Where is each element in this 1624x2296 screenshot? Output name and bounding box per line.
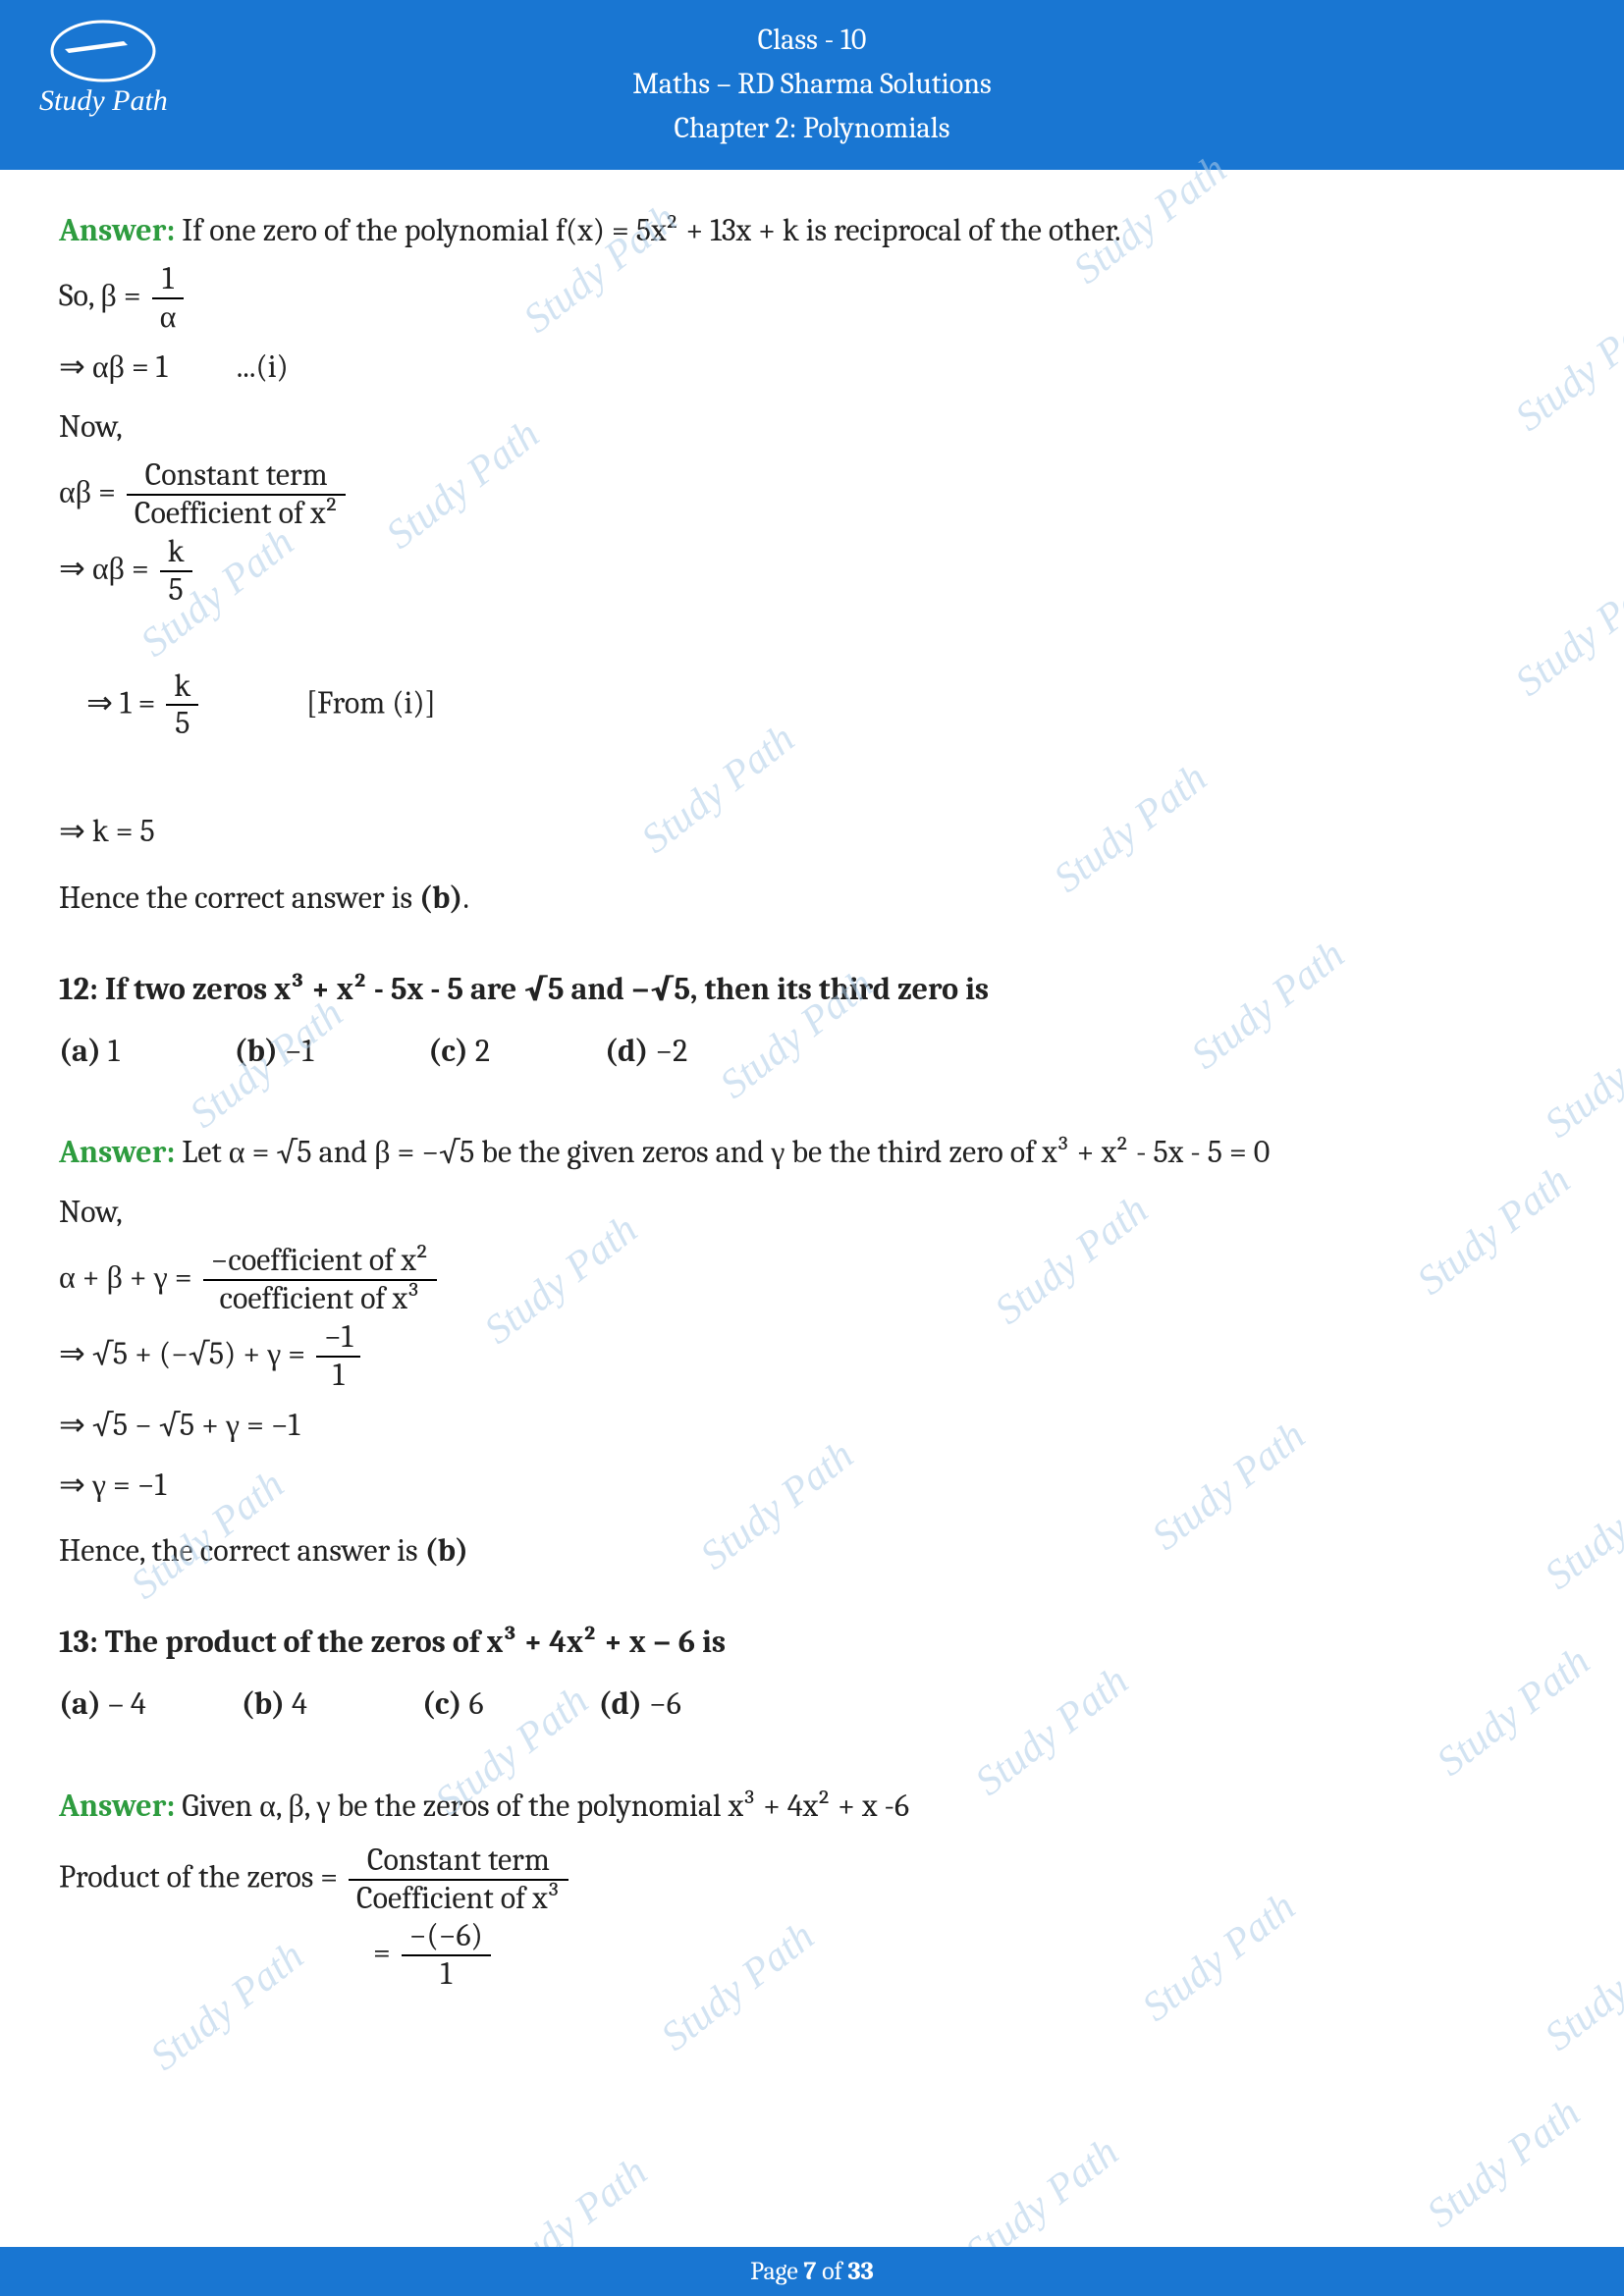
q13-answer-intro: Answer: Given α, β, γ be the zeros of th…: [59, 1777, 1565, 1835]
footer-prefix: Page: [750, 2257, 803, 2286]
fraction: −(−6)1: [402, 1918, 491, 1993]
q11-line4: ⇒ αβ = k5: [59, 534, 1565, 609]
numerator: k: [160, 534, 192, 570]
option-a-label: (a): [59, 1033, 101, 1069]
logo: Study Path: [29, 14, 177, 134]
text: =: [373, 1935, 398, 1971]
q12-answer-intro: Answer: Let α = √5 and β = −√5 be the gi…: [59, 1123, 1565, 1181]
text: Given α, β, γ be the zeros of the polyno…: [175, 1788, 909, 1824]
q12-line4: ⇒ γ = −1: [59, 1456, 1565, 1514]
text: If one zero of the polynomial f(x) = 5x²…: [175, 212, 1120, 248]
numerator: −1: [316, 1319, 360, 1356]
footer-total-pages: 33: [847, 2257, 873, 2286]
q12-now: Now,: [59, 1183, 1565, 1241]
text: .: [462, 880, 469, 916]
text-bold: (b): [419, 880, 462, 916]
page-content: Answer: If one zero of the polynomial f(…: [0, 170, 1624, 1993]
fraction: Constant termCoefficient of x³: [349, 1842, 568, 1917]
numerator: −(−6): [402, 1918, 491, 1954]
fraction: 1α: [152, 261, 185, 336]
answer-label: Answer:: [59, 1788, 175, 1824]
text: ⇒ 1 =: [86, 684, 162, 721]
q11-line3: αβ = Constant termCoefficient of x²: [59, 457, 1565, 532]
q11-conclusion: Hence the correct answer is (b).: [59, 869, 1565, 927]
fraction: Constant termCoefficient of x²: [127, 457, 347, 532]
header-class: Class - 10: [0, 18, 1624, 62]
option-b: −1: [278, 1033, 313, 1069]
option-b-label: (b): [235, 1033, 278, 1069]
text: [From (i)]: [202, 684, 436, 721]
footer-current-page: 7: [804, 2257, 817, 2286]
option-d-label: (d): [599, 1685, 642, 1722]
text: ⇒ αβ =: [59, 550, 156, 586]
header-subject: Maths – RD Sharma Solutions: [0, 62, 1624, 106]
q13-question: 13: The product of the zeros of x³ + 4x²…: [59, 1613, 1565, 1671]
text: Hence, the correct answer is: [59, 1532, 425, 1569]
option-d: −6: [642, 1685, 681, 1722]
text-bold: (b): [425, 1532, 468, 1569]
option-c: 6: [461, 1685, 483, 1722]
denominator: α: [152, 297, 185, 336]
option-c: 2: [468, 1033, 490, 1069]
q11-line5: ⇒ 1 = k5 [From (i)]: [59, 610, 1565, 800]
text: Product of the zeros =: [59, 1858, 345, 1895]
text: αβ =: [59, 473, 123, 509]
q13-options: (a) – 4 (b) 4 (c) 6 (d) −6: [59, 1675, 1565, 1733]
denominator: 1: [316, 1356, 360, 1394]
svg-text:Study Path: Study Path: [39, 84, 168, 117]
watermark: Study Path: [1419, 2090, 1590, 2238]
fraction: −11: [316, 1319, 360, 1394]
option-d-label: (d): [605, 1033, 648, 1069]
option-b: 4: [285, 1685, 307, 1722]
option-b-label: (b): [242, 1685, 285, 1722]
numerator: k: [166, 668, 198, 705]
option-d: −2: [648, 1033, 687, 1069]
text: ⇒ √5 + (−√5) + γ =: [59, 1335, 312, 1371]
text: Let α = √5 and β = −√5 be the given zero…: [175, 1134, 1270, 1170]
q12-line1: α + β + γ = −coefficient of x²coefficien…: [59, 1243, 1565, 1317]
fraction: k5: [160, 534, 192, 609]
question-text: 12: If two zeros x³ + x² - 5x - 5 are √5…: [59, 971, 989, 1007]
q13-line2: = −(−6)1: [59, 1918, 1565, 1993]
q12-line2: ⇒ √5 + (−√5) + γ = −11: [59, 1319, 1565, 1394]
question-text: 13: The product of the zeros of x³ + 4x²…: [59, 1624, 726, 1660]
fraction: −coefficient of x²coefficient of x³: [203, 1243, 437, 1317]
page-header: Study Path Class - 10 Maths – RD Sharma …: [0, 0, 1624, 170]
option-c-label: (c): [428, 1033, 468, 1069]
numerator: −coefficient of x²: [203, 1243, 437, 1279]
fraction: k5: [166, 668, 198, 743]
answer-label: Answer:: [59, 1134, 175, 1170]
denominator: Coefficient of x³: [349, 1879, 568, 1917]
text: So, β =: [59, 277, 148, 313]
numerator: Constant term: [349, 1842, 568, 1879]
denominator: 1: [402, 1954, 491, 1993]
denominator: 5: [160, 570, 192, 609]
option-a: 1: [101, 1033, 120, 1069]
answer-label: Answer:: [59, 212, 175, 248]
footer-middle: of: [816, 2257, 847, 2286]
text: Hence the correct answer is: [59, 880, 419, 916]
q11-line2: ⇒ αβ = 1 ...(i): [59, 338, 1565, 396]
text: α + β + γ =: [59, 1259, 199, 1296]
denominator: coefficient of x³: [203, 1279, 437, 1317]
page-footer: Page 7 of 33: [0, 2247, 1624, 2296]
q13-line1: Product of the zeros = Constant termCoef…: [59, 1842, 1565, 1917]
q12-options: (a) 1 (b) −1 (c) 2 (d) −2: [59, 1022, 1565, 1080]
q12-line3: ⇒ √5 − √5 + γ = −1: [59, 1396, 1565, 1454]
option-a-label: (a): [59, 1685, 101, 1722]
numerator: Constant term: [127, 457, 347, 494]
option-a: – 4: [101, 1685, 146, 1722]
q11-answer-intro: Answer: If one zero of the polynomial f(…: [59, 201, 1565, 259]
denominator: Coefficient of x²: [127, 494, 347, 532]
denominator: 5: [166, 704, 198, 742]
q11-now: Now,: [59, 398, 1565, 455]
q12-conclusion: Hence, the correct answer is (b): [59, 1522, 1565, 1579]
q11-line-so: So, β = 1α: [59, 261, 1565, 336]
header-chapter: Chapter 2: Polynomials: [0, 106, 1624, 150]
numerator: 1: [152, 261, 185, 297]
option-c-label: (c): [422, 1685, 462, 1722]
q12-question: 12: If two zeros x³ + x² - 5x - 5 are √5…: [59, 960, 1565, 1018]
q11-line6: ⇒ k = 5: [59, 802, 1565, 860]
